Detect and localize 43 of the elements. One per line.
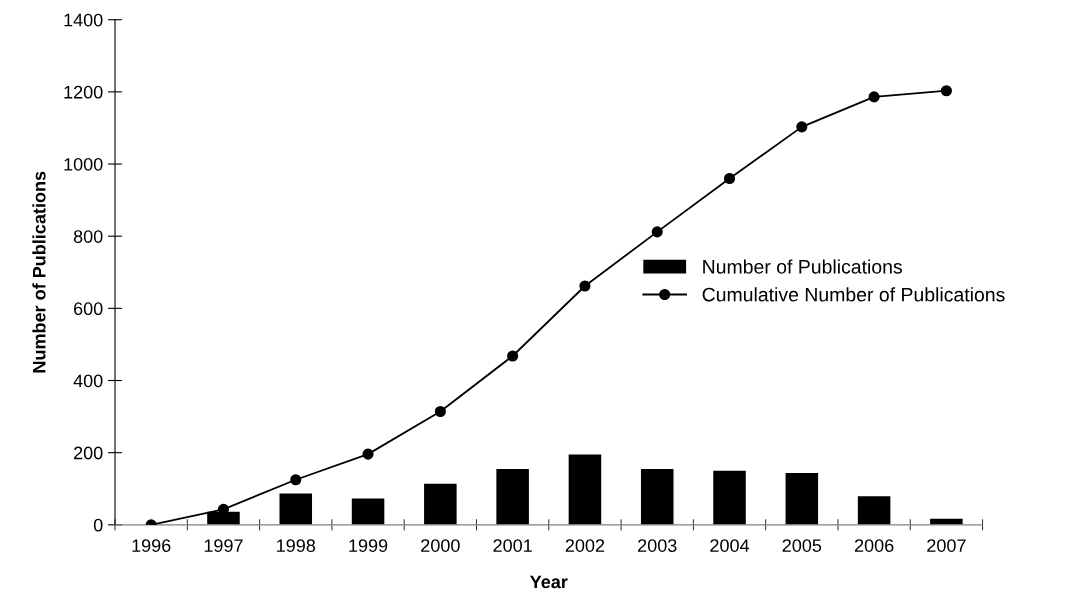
x-tick-label: 1996 [132,539,171,552]
bar [568,454,602,525]
bar [351,498,385,525]
y-tick-label: 200 [74,446,103,460]
y-tick-label: 800 [73,230,103,243]
x-tick-label: 2004 [710,539,750,552]
y-tick-label: 1400 [64,13,103,27]
point [290,474,302,486]
x-tick-label: 2006 [854,539,894,552]
x-tick-label: 2000 [421,539,460,552]
y-axis-title: Number of Publications [32,171,46,373]
bar [424,483,457,525]
y-tick-label: 400 [73,374,103,388]
legend-label: Number of Publications [703,259,902,274]
x-tick-label: 2002 [565,539,605,552]
x-tick-label: 2003 [638,539,677,552]
point [796,121,808,133]
point [579,280,591,292]
bar [785,472,819,525]
x-tick-label: 2001 [493,539,532,552]
x-axis-title: Year [530,575,568,589]
point [362,448,374,460]
x-tick-label: 1997 [204,539,243,552]
bar [496,468,529,525]
x-tick-label: 1999 [349,539,388,552]
y-tick-label: 1000 [64,157,103,171]
legend-label: Cumulative Number of Publications [702,287,1005,302]
y-tick-label: 0 [93,518,103,532]
point [723,172,736,185]
point [434,405,446,418]
bar [713,470,746,525]
point [940,85,952,97]
bar [857,496,891,525]
x-tick-label: 2005 [782,539,822,552]
point [651,226,663,238]
point [868,91,880,103]
bar [279,493,313,525]
point [507,350,519,362]
x-tick-label: 1998 [277,539,316,552]
y-tick-label: 600 [74,302,103,316]
y-tick-label: 1200 [64,85,103,99]
x-tick-label: 2007 [927,539,966,552]
bar [640,468,674,525]
